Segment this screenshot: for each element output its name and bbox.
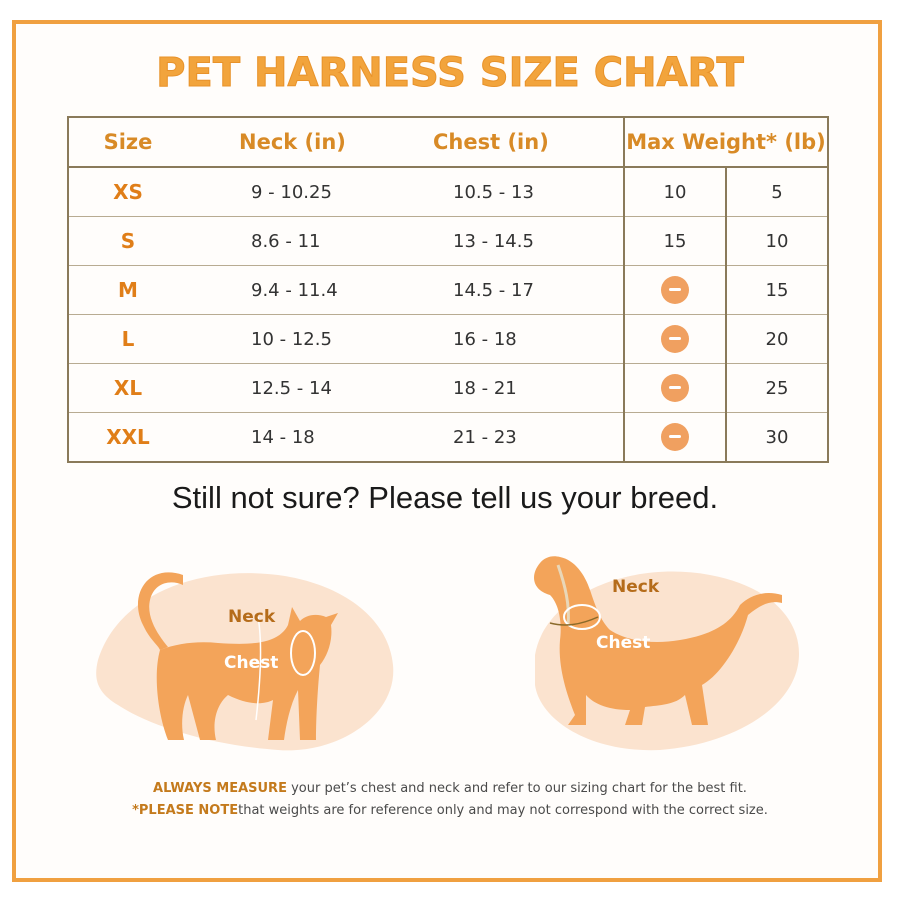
chest-cell: 10.5 - 13 [405,166,624,217]
table-row: XXL 14 - 18 21 - 23 30 [68,412,828,462]
weight-cell-1: 15 [623,216,726,266]
dog-neck-label: Neck [612,577,660,597]
weight-cell-2: 10 [725,216,828,266]
weight-cell-2: 20 [725,314,828,364]
header-chest: Chest (in) [405,116,624,168]
size-cell: M [68,265,187,315]
neck-cell: 14 - 18 [187,412,405,462]
weight-cell-1 [623,314,726,364]
neck-cell: 12.5 - 14 [187,363,405,413]
weight-cell-1 [623,363,726,413]
table-row: L 10 - 12.5 16 - 18 20 [68,314,828,364]
dog-silhouette-icon [534,556,799,751]
size-cell: XXL [68,412,187,462]
chest-cell: 21 - 23 [405,412,624,462]
neck-cell: 10 - 12.5 [187,314,405,364]
table-row: S 8.6 - 11 13 - 14.5 15 10 [68,216,828,266]
table-row: XL 12.5 - 14 18 - 21 25 [68,363,828,413]
weight-cell-2: 15 [725,265,828,315]
minus-circle-icon [661,276,689,304]
breed-prompt: Still not sure? Please tell us your bree… [171,480,719,515]
cat-neck-label: Neck [228,607,276,627]
dog-illustration: Neck Chest [520,545,810,755]
note-emphasis-please-note: PLEASE NOTE [138,803,239,818]
neck-cell: 9.4 - 11.4 [187,265,405,315]
neck-cell: 9 - 10.25 [187,166,405,217]
weight-cell-1 [623,265,726,315]
weight-cell-2: 25 [725,363,828,413]
weight-cell-1 [623,412,726,462]
size-cell: L [68,314,187,364]
chest-cell: 14.5 - 17 [405,265,624,315]
cat-chest-label: Chest [224,653,279,673]
note-emphasis-measure: ALWAYS MEASURE [153,781,287,796]
size-cell: S [68,216,187,266]
minus-circle-icon [661,325,689,353]
cat-silhouette-icon [96,572,394,751]
header-size: Size [68,116,187,168]
table-row: XS 9 - 10.25 10.5 - 13 10 5 [68,166,828,217]
weight-cell-2: 30 [725,412,828,462]
weight-cell-1: 10 [623,166,726,217]
chest-cell: 18 - 21 [405,363,624,413]
weight-cell-2: 5 [725,166,828,217]
size-cell: XL [68,363,187,413]
table-row: M 9.4 - 11.4 14.5 - 17 15 [68,265,828,315]
cat-illustration: Neck Chest [88,555,398,760]
header-neck: Neck (in) [187,116,405,168]
chart-title: PET HARNESS SIZE CHART [156,50,745,97]
neck-cell: 8.6 - 11 [187,216,405,266]
note-text-measure: your pet’s chest and neck and refer to o… [286,781,747,796]
minus-circle-icon [661,374,689,402]
note-prefix: * [132,803,139,818]
chest-cell: 13 - 14.5 [405,216,624,266]
size-cell: XS [68,166,187,217]
minus-circle-icon [661,423,689,451]
note-line-1: ALWAYS MEASURE your pet’s chest and neck… [0,778,900,800]
note-line-2: *PLEASE NOTEthat weights are for referen… [0,800,900,822]
table-header-row: Size Neck (in) Chest (in) Max Weight* (l… [68,116,828,168]
header-max-weight: Max Weight* (lb) [623,116,828,168]
footer-notes: ALWAYS MEASURE your pet’s chest and neck… [0,778,900,822]
size-table: Size Neck (in) Chest (in) Max Weight* (l… [67,116,829,463]
dog-chest-label: Chest [596,633,651,653]
note-text-please-note: that weights are for reference only and … [238,803,768,818]
chest-cell: 16 - 18 [405,314,624,364]
